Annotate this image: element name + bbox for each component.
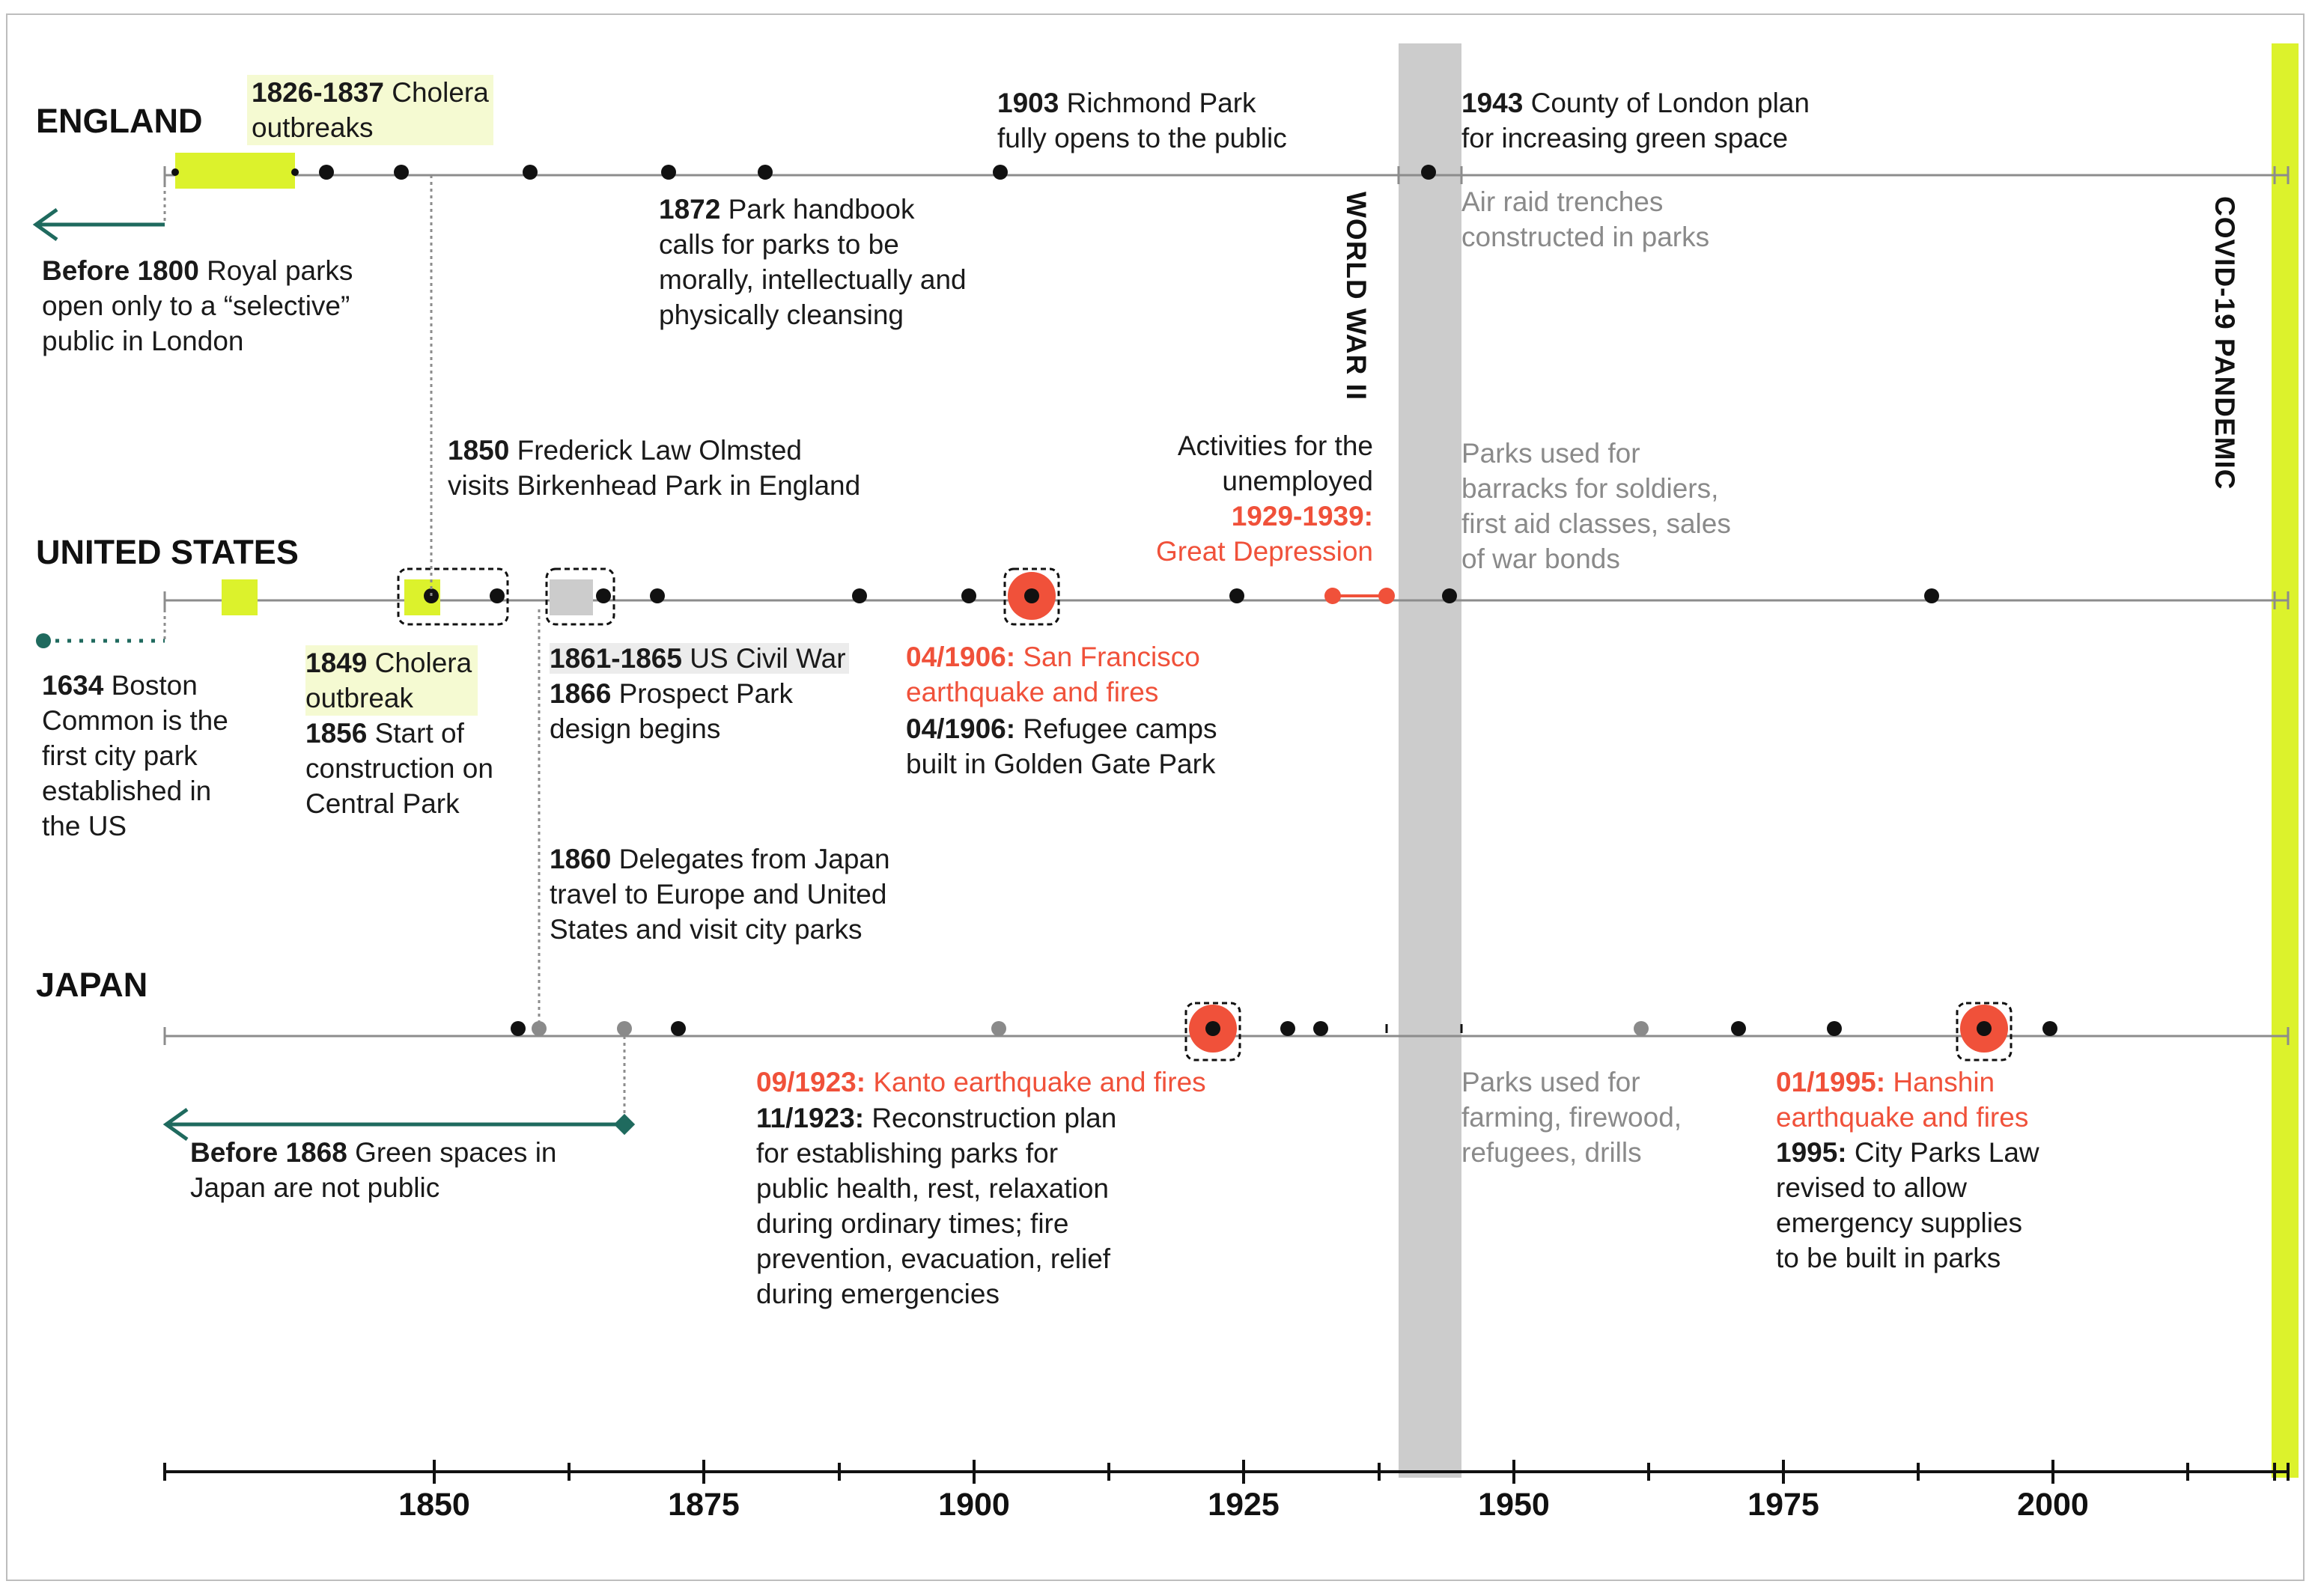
england-air-raid-note: Air raid trenches constructed in parks xyxy=(1461,186,1710,252)
england-before1800-note: Before 1800 Royal parks open only to a “… xyxy=(42,255,353,356)
usa-unemployed-note: Activities for the unemployed xyxy=(1177,430,1373,496)
japan-farming-note: Parks used for farming, firewood, refuge… xyxy=(1461,1067,1682,1168)
country-usa: UNITED STATES xyxy=(36,533,299,571)
country-japan: JAPAN xyxy=(36,966,148,1004)
japan-before1868-note: Before 1868 Green spaces in Japan are no… xyxy=(190,1137,557,1203)
ww2-label: WORLD WAR II xyxy=(1341,192,1372,401)
japan-reconstruction-note: 11/1923: Reconstruction plan for establi… xyxy=(756,1103,1117,1309)
usa-barracks-note: Parks used for barracks for soldiers, fi… xyxy=(1461,438,1731,574)
usa-sf-quake-note: 04/1906: San Francisco earthquake and fi… xyxy=(906,642,1200,707)
country-england: ENGLAND xyxy=(36,102,203,140)
axis-tick-1850: 1850 xyxy=(398,1487,470,1523)
usa-refugee-note: 04/1906: Refugee camps built in Golden G… xyxy=(906,713,1217,779)
axis-tick-2000: 2000 xyxy=(2017,1487,2089,1523)
england-handbook-note: 1872 Park handbook calls for parks to be… xyxy=(659,194,967,330)
axis-tick-1975: 1975 xyxy=(1747,1487,1819,1523)
usa-lime-square xyxy=(222,579,258,615)
usa-delegates-note: 1860 Delegates from Japan travel to Euro… xyxy=(550,844,890,945)
covid-band xyxy=(2272,43,2299,1478)
england-richmond-note: 1903 Richmond Park fully opens to the pu… xyxy=(997,88,1287,153)
usa-olmsted-note: 1850 Frederick Law Olmsted visits Birken… xyxy=(448,435,861,501)
japan-parks-law-note: 1995: City Parks Law revised to allow em… xyxy=(1776,1137,2039,1273)
axis-tick-1925: 1925 xyxy=(1208,1487,1280,1523)
ww2-band xyxy=(1399,43,1461,1478)
axis-tick-1875: 1875 xyxy=(668,1487,740,1523)
axis-tick-1900: 1900 xyxy=(938,1487,1010,1523)
usa-civilwar-bar xyxy=(550,579,593,615)
axis-tick-1950: 1950 xyxy=(1478,1487,1550,1523)
usa-boston-note: 1634 Boston Common is the first city par… xyxy=(42,670,228,841)
usa-cholera-note: 1849 Cholera outbreak xyxy=(305,645,478,716)
covid-label: COVID-19 PANDEMIC xyxy=(2209,196,2240,490)
japan-kanto-note: 09/1923: Kanto earthquake and fires xyxy=(756,1067,1206,1097)
england-cholera-note: 1826-1837 Cholera outbreaks xyxy=(247,75,493,145)
japan-hanshin-note: 01/1995: Hanshin earthquake and fires xyxy=(1776,1067,2029,1133)
england-london-plan-note: 1943 County of London plan for increasin… xyxy=(1461,88,1810,153)
usa-cholera-central-note: 1849 Cholera outbreak 1856 Start of cons… xyxy=(305,645,493,821)
usa-depression-note: 1929-1939: Great Depression xyxy=(1156,501,1373,567)
england-cholera-bar xyxy=(175,153,295,189)
figure-frame xyxy=(6,13,2305,1581)
usa-civilwar-prospect-note: 1861-1865 US Civil War 1866 Prospect Par… xyxy=(550,641,849,746)
